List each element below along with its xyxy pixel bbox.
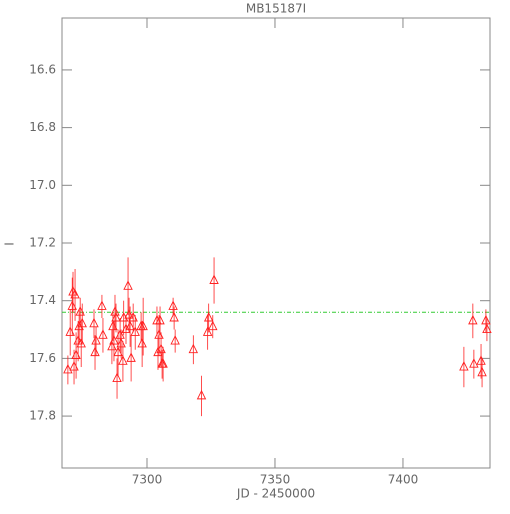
data-point [208,320,218,331]
x-tick-label: 7400 [388,473,419,487]
data-point [170,335,180,345]
data-point [459,361,469,371]
data-point [63,363,73,374]
chart-title: MB15187I [246,2,306,16]
data-point [91,335,101,345]
data-point [115,329,125,339]
data-point [209,274,219,284]
data-point [70,288,80,299]
data-point [97,300,107,310]
y-tick-label: 17.0 [29,178,56,192]
data-point [168,300,178,310]
y-tick-label: 17.4 [29,293,56,307]
data-point [155,314,165,325]
data-point [203,311,214,322]
data-point [130,326,140,336]
data-point [481,314,491,325]
data-point [482,323,492,333]
data-point [76,337,86,348]
data-point [469,358,479,368]
data-point [73,335,83,345]
y-tick-label: 16.6 [29,62,56,76]
y-tick-label: 17.8 [29,409,56,423]
y-tick-label: 16.8 [29,120,56,134]
data-point [118,355,128,365]
y-tick-label: 17.6 [29,351,56,365]
data-point [137,337,147,348]
data-point [196,389,207,400]
data-point [121,323,131,333]
data-point [111,311,121,322]
data-point [67,300,77,310]
data-point [188,343,199,354]
data-point [468,314,478,325]
data-point [90,346,100,357]
y-axis-label: I [3,242,17,246]
data-point [98,329,108,339]
data-point [125,320,135,331]
data-point [123,280,133,290]
data-point [169,311,179,322]
data-point [77,317,87,328]
plot-frame [61,17,491,469]
y-tick-label: 17.2 [29,236,56,250]
data-point [124,309,134,319]
data-point [89,317,99,328]
x-axis-label: JD - 2450000 [236,487,315,501]
data-point [477,366,487,377]
data-point [476,355,486,365]
data-point [153,346,163,357]
data-point [126,352,136,362]
data-point [109,335,119,345]
x-tick-label: 7300 [132,473,163,487]
data-point [138,320,148,331]
data-point [202,326,213,336]
data-point [158,358,168,368]
x-tick-label: 7350 [260,473,291,487]
data-point [112,372,122,383]
